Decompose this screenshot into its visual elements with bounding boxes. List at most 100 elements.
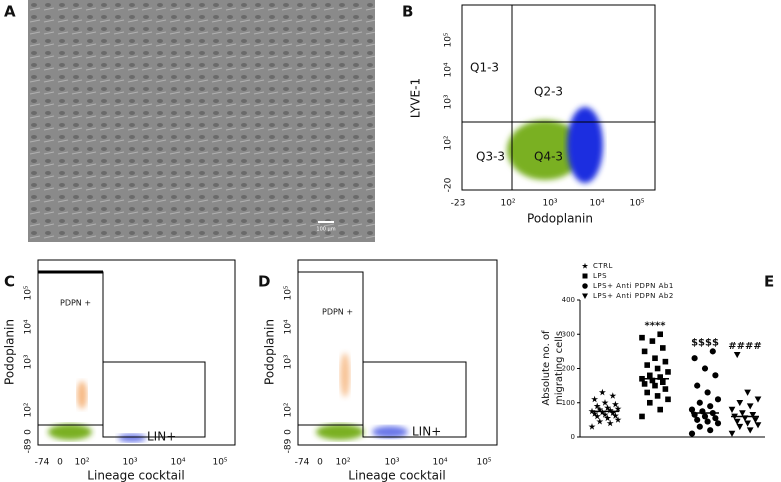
gate-label: LIN+ <box>147 430 176 444</box>
x-tick-label: 10⁵ <box>476 458 491 468</box>
marker <box>596 406 604 413</box>
y-axis-title: LYVE-1 <box>409 78 423 118</box>
y-tick-label: 10⁵ <box>444 32 454 47</box>
marker <box>733 352 741 359</box>
marker <box>611 400 619 408</box>
gate-label: LIN+ <box>412 425 441 439</box>
event-cloud <box>567 107 603 183</box>
marker <box>609 409 617 416</box>
legend-marker <box>582 283 588 289</box>
marker <box>641 348 648 355</box>
marker <box>739 410 746 417</box>
marker <box>649 338 656 344</box>
gate-label: Q4-3 <box>534 150 563 164</box>
marker <box>649 377 656 384</box>
marker <box>712 415 719 422</box>
y-tick-label: 10⁵ <box>284 285 294 300</box>
event-cloud <box>77 381 87 409</box>
x-tick-label: 10⁴ <box>170 458 185 468</box>
panel-label: A <box>4 3 16 21</box>
marker <box>654 393 661 399</box>
marker <box>694 416 701 423</box>
legend-marker <box>581 262 589 269</box>
marker <box>754 422 762 429</box>
gate <box>37 271 104 426</box>
marker <box>704 389 711 396</box>
x-tick-label: 10³ <box>542 199 557 209</box>
marker <box>754 396 762 403</box>
marker <box>588 423 596 430</box>
marker <box>591 395 599 403</box>
annotation: **** <box>645 320 667 331</box>
gate <box>362 361 467 438</box>
x-tick-label: -74 <box>295 458 310 468</box>
marker <box>665 396 671 403</box>
legend-label: CTRL <box>593 262 613 270</box>
marker <box>744 420 751 427</box>
marker <box>696 399 703 406</box>
marker <box>688 430 696 437</box>
marker <box>647 372 653 379</box>
x-tick-label: 10³ <box>384 458 399 468</box>
y-tick-label: 10⁴ <box>24 319 34 334</box>
marker <box>606 406 614 414</box>
marker <box>728 430 736 437</box>
legend-marker <box>582 273 588 279</box>
marker <box>644 362 650 368</box>
marker <box>696 423 703 430</box>
y-tick-label: 10² <box>284 402 294 417</box>
gate-label: PDPN + <box>60 299 91 308</box>
marker <box>662 386 669 392</box>
marker <box>652 382 658 389</box>
marker <box>606 419 614 427</box>
y-tick-label: 300 <box>562 330 575 338</box>
marker <box>714 420 722 427</box>
legend-label: LPS <box>593 272 607 280</box>
marker <box>609 392 617 399</box>
panel-label: D <box>258 273 270 291</box>
marker <box>654 365 661 372</box>
y-tick-label: 400 <box>562 296 575 304</box>
scale-bar-label: 100 µm <box>316 227 335 233</box>
marker <box>604 414 612 422</box>
marker <box>701 365 709 372</box>
x-tick-label: 10² <box>500 199 515 209</box>
x-tick-label: 0 <box>57 458 63 468</box>
x-tick-label: 10⁵ <box>629 199 644 209</box>
marker <box>746 403 754 410</box>
x-tick-label: 10⁴ <box>589 199 604 209</box>
marker <box>712 372 719 379</box>
marker <box>614 405 622 412</box>
marker <box>736 399 744 407</box>
y-tick-label: 10⁵ <box>24 285 34 300</box>
y-tick-label: 100 <box>562 399 575 407</box>
marker <box>707 403 714 410</box>
x-tick-label: 10² <box>335 458 350 468</box>
y-tick-label: -89 <box>24 438 34 453</box>
marker <box>601 399 609 406</box>
marker <box>593 412 601 420</box>
panel-label: C <box>4 273 15 291</box>
marker <box>752 417 759 424</box>
gate-label: Q1-3 <box>470 61 499 75</box>
marker <box>736 423 744 431</box>
y-tick-label: 10³ <box>284 354 294 369</box>
marker <box>652 355 658 362</box>
gate-label: Q3-3 <box>476 150 505 164</box>
marker <box>611 412 619 419</box>
marker <box>744 389 751 396</box>
y-axis-title: migrating cells <box>554 331 565 405</box>
event-cloud <box>340 353 350 397</box>
gate <box>102 361 206 438</box>
marker <box>601 411 609 418</box>
marker <box>639 334 645 341</box>
y-axis-title: Podoplanin <box>3 319 17 385</box>
panel-label: E <box>764 273 774 291</box>
marker <box>604 404 612 411</box>
x-tick-label: 10³ <box>122 458 137 468</box>
marker <box>691 355 698 362</box>
gate <box>297 271 364 426</box>
marker <box>660 379 666 385</box>
x-tick-label: -23 <box>451 199 466 209</box>
